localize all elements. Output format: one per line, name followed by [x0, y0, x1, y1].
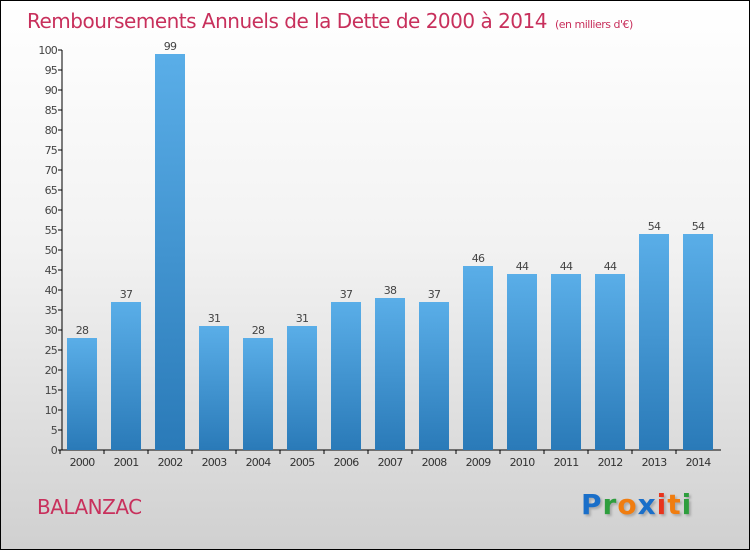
y-tick-label: 90 — [45, 84, 58, 97]
bar — [287, 326, 317, 450]
y-tick-label: 10 — [45, 404, 58, 417]
y-tick-label: 35 — [45, 304, 58, 317]
data-label: 54 — [692, 220, 705, 233]
logo-letter: i — [656, 488, 668, 521]
x-tick-label: 2006 — [334, 456, 360, 469]
bar — [551, 274, 581, 450]
x-tick-label: 2005 — [290, 456, 316, 469]
y-tick-label: 15 — [45, 384, 58, 397]
data-label: 37 — [428, 288, 441, 301]
bar — [199, 326, 229, 450]
data-label: 54 — [648, 220, 661, 233]
x-tick-label: 2012 — [598, 456, 623, 469]
x-tick-label: 2002 — [158, 456, 183, 469]
x-tick-label: 2013 — [642, 456, 668, 469]
y-tick-label: 85 — [45, 104, 58, 117]
data-label: 44 — [516, 260, 529, 273]
bar — [419, 302, 449, 450]
logo-letter: i — [681, 488, 693, 521]
x-tick-label: 2009 — [466, 456, 492, 469]
y-tick-label: 25 — [45, 344, 58, 357]
y-tick-label: 60 — [45, 204, 58, 217]
logo-letter: r — [602, 488, 618, 521]
bar — [683, 234, 713, 450]
data-label: 37 — [340, 288, 353, 301]
y-tick-label: 75 — [45, 144, 58, 157]
y-tick-label: 65 — [45, 184, 58, 197]
chart-title: Remboursements Annuels de la Dette de 20… — [27, 9, 633, 33]
bar — [67, 338, 97, 450]
data-label: 44 — [604, 260, 617, 273]
bar — [111, 302, 141, 450]
y-tick-label: 30 — [45, 324, 58, 337]
x-tick-label: 2010 — [510, 456, 536, 469]
y-tick-label: 50 — [45, 244, 58, 257]
x-tick-label: 2004 — [246, 456, 272, 469]
y-tick-label: 45 — [45, 264, 58, 277]
y-tick-label: 55 — [45, 224, 58, 237]
logo-letter: t — [667, 488, 682, 521]
chart-title-text: Remboursements Annuels de la Dette de 20… — [27, 9, 547, 33]
y-tick-label: 80 — [45, 124, 58, 137]
logo-letter: x — [637, 488, 657, 521]
proxiti-logo: Proxiti — [581, 488, 692, 521]
data-label: 44 — [560, 260, 573, 273]
logo-letter: P — [581, 488, 603, 521]
bar — [155, 54, 185, 450]
y-tick-label: 70 — [45, 164, 58, 177]
y-tick-label: 40 — [45, 284, 58, 297]
location-label: BALANZAC — [37, 495, 142, 519]
x-tick-label: 2007 — [378, 456, 404, 469]
data-label: 46 — [472, 252, 485, 265]
y-tick-label: 95 — [45, 64, 58, 77]
y-tick-label: 20 — [45, 364, 58, 377]
data-label: 31 — [208, 312, 220, 325]
chart-subtitle: (en milliers d'€) — [554, 18, 633, 31]
x-tick-label: 2008 — [422, 456, 448, 469]
bar — [595, 274, 625, 450]
bar — [639, 234, 669, 450]
x-tick-label: 2001 — [114, 456, 139, 469]
x-tick-label: 2011 — [554, 456, 579, 469]
logo-letter: o — [617, 488, 638, 521]
y-tick-label: 5 — [51, 424, 58, 437]
data-label: 99 — [164, 40, 177, 53]
bar — [331, 302, 361, 450]
data-label: 31 — [296, 312, 308, 325]
data-label: 28 — [252, 324, 265, 337]
bar — [243, 338, 273, 450]
bar — [507, 274, 537, 450]
x-tick-label: 2000 — [70, 456, 96, 469]
data-label: 37 — [120, 288, 133, 301]
data-label: 28 — [76, 324, 89, 337]
data-label: 38 — [384, 284, 397, 297]
y-tick-label: 100 — [38, 44, 57, 57]
bar — [375, 298, 405, 450]
x-tick-label: 2003 — [202, 456, 228, 469]
bar — [463, 266, 493, 450]
x-tick-label: 2014 — [686, 456, 712, 469]
y-tick-label: 0 — [51, 444, 58, 457]
